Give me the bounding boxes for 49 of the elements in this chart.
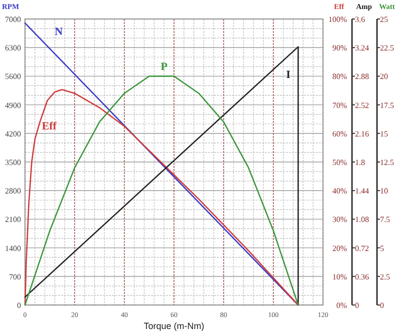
y-tick-label: 3500 — [5, 158, 21, 167]
y3-tick-label: 1.44 — [355, 186, 369, 196]
y-tick-label: 2.5 — [380, 272, 390, 282]
y-tick-label: 25 — [380, 15, 388, 24]
y-tick-label: 12.5 — [380, 158, 394, 167]
y3-tick-label: 0 — [355, 301, 359, 310]
y-tick-label: 5600 — [5, 72, 21, 82]
y-tick-label: 700 — [9, 272, 21, 282]
y3-tick-label: 1.08 — [355, 215, 369, 224]
y-tick-label: 20 — [380, 72, 388, 82]
y-tick-label: 17.5 — [380, 100, 394, 110]
y2-tick-label: 70% — [332, 100, 348, 110]
y-tick-label: 1400 — [5, 244, 21, 253]
y2-tick-label: 20% — [332, 244, 348, 253]
y-tick-label: 2800 — [5, 186, 21, 196]
y-tick-label: 6300 — [5, 44, 21, 53]
x-axis-title: Torque (m-Nm) — [144, 321, 204, 331]
y2-tick-label: 90% — [332, 44, 348, 53]
series-label: Eff — [42, 120, 57, 133]
y3-tick-label: 2.16 — [355, 129, 369, 138]
y-tick-label: 10 — [380, 186, 388, 196]
y2-tick-label: 50% — [332, 158, 348, 167]
y-tick-label: 5 — [380, 244, 384, 253]
y-tick-label: 7000 — [5, 15, 21, 24]
y-tick-label: 22.5 — [380, 44, 394, 53]
y3-tick-label: 3.6 — [355, 15, 365, 24]
y2-tick-label: 30% — [332, 215, 348, 224]
y-tick-label: 7.5 — [380, 215, 390, 224]
y2-tick-label: 80% — [332, 72, 348, 82]
y3-tick-label: 2.88 — [355, 72, 369, 82]
y2-tick-label: 100% — [328, 15, 348, 24]
y-tick-label: 15 — [380, 129, 388, 138]
y3-tick-label: 0.72 — [355, 244, 369, 253]
y2-tick-label: 10% — [332, 272, 348, 282]
y-tick-label: 0 — [17, 301, 21, 310]
y3-tick-label: 3.24 — [355, 44, 369, 53]
series-label: N — [54, 26, 63, 38]
y2-tick-label: 60% — [332, 129, 348, 138]
series-label: I — [286, 68, 290, 81]
y-tick-label: 4200 — [5, 129, 21, 138]
y-tick-label: 2100 — [5, 215, 21, 224]
y-tick-label: 0 — [380, 301, 384, 310]
y3-tick-label: 2.52 — [355, 100, 369, 110]
y3-tick-label: 1.8 — [355, 158, 365, 167]
y2-tick-label: 0% — [336, 301, 348, 310]
y3-tick-label: 0.36 — [355, 272, 369, 282]
y2-tick-label: 40% — [332, 186, 348, 196]
series-label: P — [160, 61, 168, 74]
y-tick-label: 4900 — [5, 100, 21, 110]
